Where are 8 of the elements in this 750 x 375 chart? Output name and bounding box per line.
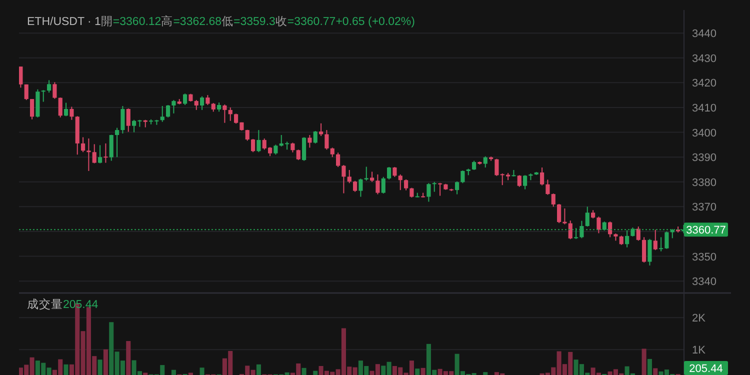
text: 收=3360.77 [275, 16, 336, 28]
chart-title: ETH/USDT · 1 [27, 16, 101, 28]
text: 高=3362.68 [161, 16, 222, 28]
value-label: 205.44 [684, 361, 728, 375]
text: 開=3360.12 [100, 16, 162, 28]
header: 成交量205.44 [27, 299, 98, 311]
text: 低=3359.3 [222, 16, 276, 28]
text: +0.65 (+0.02%) [336, 16, 415, 28]
